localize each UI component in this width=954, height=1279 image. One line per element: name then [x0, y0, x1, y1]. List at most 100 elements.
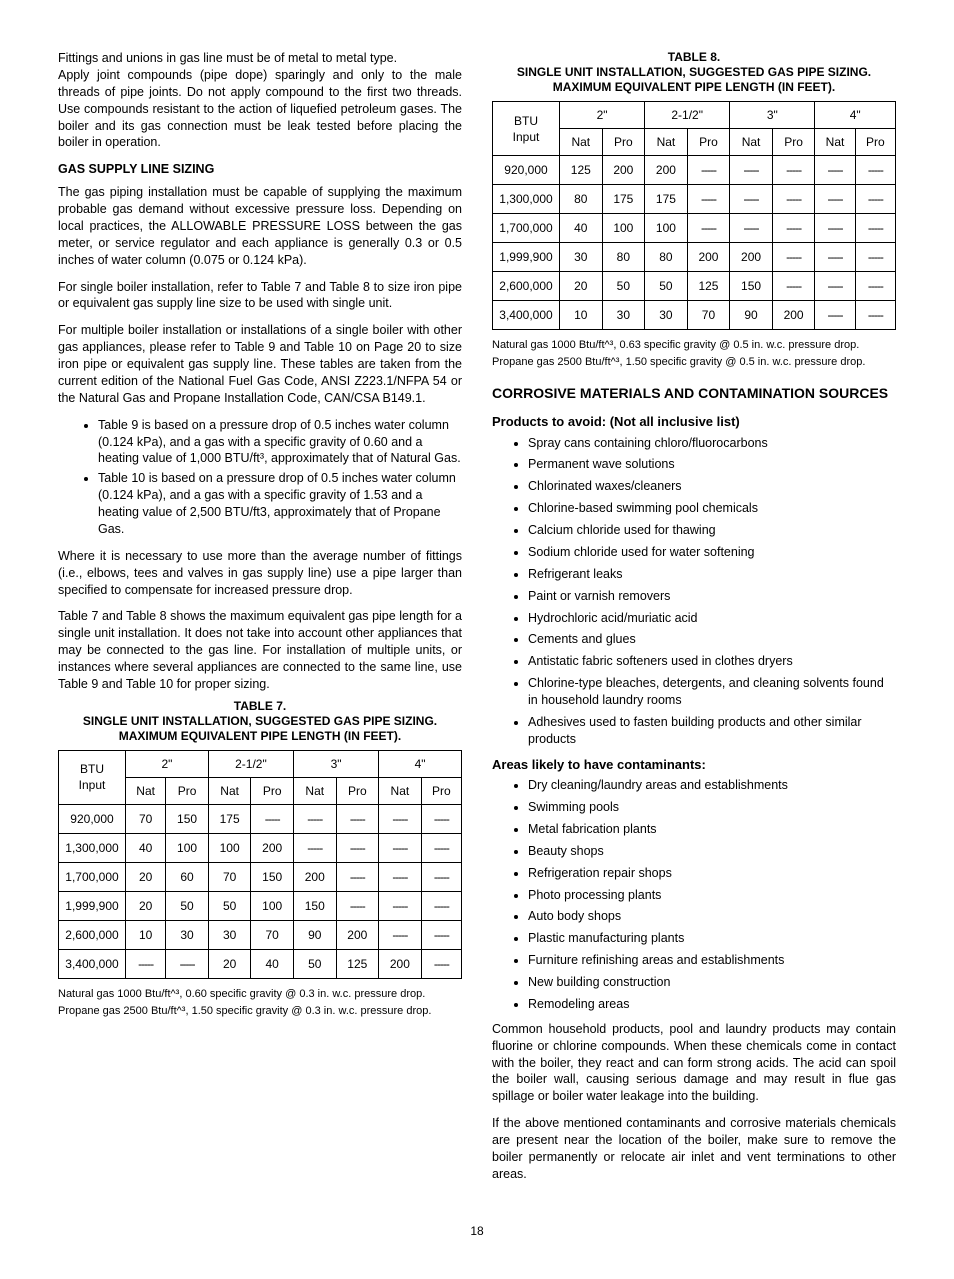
td-val: 125: [687, 272, 730, 301]
corrosive-heading: CORROSIVE MATERIALS AND CONTAMINATION SO…: [492, 384, 896, 403]
th-size: 3": [730, 102, 815, 129]
td-val: 80: [560, 185, 603, 214]
td-val: 200: [772, 301, 815, 330]
td-val: 80: [602, 243, 645, 272]
table7-caption: TABLE 7. SINGLE UNIT INSTALLATION, SUGGE…: [58, 699, 462, 744]
td-val: -----: [687, 214, 730, 243]
td-val: -----: [379, 921, 422, 950]
td-btu: 1,999,900: [59, 892, 126, 921]
td-val: 200: [379, 950, 422, 979]
th-nat: Nat: [379, 777, 422, 804]
avoid-item: Chlorine-based swimming pool chemicals: [528, 500, 896, 517]
td-val: -----: [815, 185, 855, 214]
th-nat: Nat: [815, 129, 855, 156]
th-pro: Pro: [602, 129, 645, 156]
td-val: -----: [772, 156, 815, 185]
td-val: 40: [251, 950, 294, 979]
td-val: 200: [251, 834, 294, 863]
intro-para-2: Apply joint compounds (pipe dope) sparin…: [58, 67, 462, 151]
th-size: 2-1/2": [645, 102, 730, 129]
td-val: -----: [421, 805, 461, 834]
td-val: -----: [126, 950, 166, 979]
td-val: 70: [208, 863, 251, 892]
td-val: 30: [602, 301, 645, 330]
th-pro: Pro: [855, 129, 895, 156]
th-nat: Nat: [293, 777, 336, 804]
td-val: -----: [336, 834, 379, 863]
page-columns: Fittings and unions in gas line must be …: [58, 50, 896, 1193]
td-val: 20: [126, 863, 166, 892]
th-size: 3": [293, 750, 378, 777]
avoid-item: Sodium chloride used for water softening: [528, 544, 896, 561]
td-val: -----: [421, 950, 461, 979]
th-pro: Pro: [336, 777, 379, 804]
gas-para-4: Where it is necessary to use more than t…: [58, 548, 462, 599]
td-val: -----: [815, 214, 855, 243]
td-val: 30: [560, 243, 603, 272]
avoid-item: Refrigerant leaks: [528, 566, 896, 583]
right-column: TABLE 8. SINGLE UNIT INSTALLATION, SUGGE…: [492, 50, 896, 1193]
table7: BTUInput2"2-1/2"3"4"NatProNatProNatProNa…: [58, 750, 462, 979]
th-size: 2": [126, 750, 209, 777]
th-btu: BTUInput: [59, 750, 126, 804]
td-btu: 1,300,000: [493, 185, 560, 214]
td-btu: 1,700,000: [59, 863, 126, 892]
avoid-item: Paint or varnish removers: [528, 588, 896, 605]
bullet-table10: Table 10 is based on a pressure drop of …: [98, 470, 462, 538]
td-val: -----: [855, 214, 895, 243]
td-val: -----: [855, 185, 895, 214]
td-val: -----: [855, 243, 895, 272]
td-val: 40: [560, 214, 603, 243]
table8: BTUInput2"2-1/2"3"4"NatProNatProNatProNa…: [492, 101, 896, 330]
td-val: 70: [126, 805, 166, 834]
area-item: Auto body shops: [528, 908, 896, 925]
td-val: -----: [687, 156, 730, 185]
td-val: 100: [208, 834, 251, 863]
area-item: Photo processing plants: [528, 887, 896, 904]
td-val: 50: [602, 272, 645, 301]
avoid-heading: Products to avoid: (Not all inclusive li…: [492, 413, 896, 431]
td-val: -----: [855, 156, 895, 185]
td-val: -----: [336, 892, 379, 921]
td-val: 150: [166, 805, 209, 834]
table8-note1: Natural gas 1000 Btu/ft^³, 0.63 specific…: [492, 338, 896, 353]
end-para-1: Common household products, pool and laun…: [492, 1021, 896, 1105]
th-nat: Nat: [560, 129, 603, 156]
td-val: 175: [645, 185, 688, 214]
th-pro: Pro: [687, 129, 730, 156]
th-nat: Nat: [126, 777, 166, 804]
td-val: 200: [602, 156, 645, 185]
gas-sizing-heading: GAS SUPPLY LINE SIZING: [58, 161, 462, 178]
td-val: 70: [687, 301, 730, 330]
gas-para-3: For multiple boiler installation or inst…: [58, 322, 462, 406]
avoid-item: Chlorine-type bleaches, detergents, and …: [528, 675, 896, 709]
td-val: 50: [166, 892, 209, 921]
td-val: -----: [730, 156, 773, 185]
td-val: 20: [560, 272, 603, 301]
table8-note2: Propane gas 2500 Btu/ft^³, 1.50 specific…: [492, 355, 896, 370]
table7-note1: Natural gas 1000 Btu/ft^³, 0.60 specific…: [58, 987, 462, 1002]
th-pro: Pro: [421, 777, 461, 804]
td-val: 50: [208, 892, 251, 921]
area-item: Swimming pools: [528, 799, 896, 816]
td-val: -----: [421, 863, 461, 892]
td-val: 30: [208, 921, 251, 950]
td-btu: 920,000: [493, 156, 560, 185]
td-val: 20: [126, 892, 166, 921]
area-item: Plastic manufacturing plants: [528, 930, 896, 947]
area-item: Furniture refinishing areas and establis…: [528, 952, 896, 969]
td-val: 80: [645, 243, 688, 272]
td-val: -----: [251, 805, 294, 834]
avoid-list: Spray cans containing chloro/fluorocarbo…: [492, 435, 896, 748]
avoid-item: Hydrochloric acid/muriatic acid: [528, 610, 896, 627]
avoid-item: Adhesives used to fasten building produc…: [528, 714, 896, 748]
td-btu: 1,300,000: [59, 834, 126, 863]
td-btu: 1,999,900: [493, 243, 560, 272]
td-val: 50: [293, 950, 336, 979]
td-val: -----: [379, 863, 422, 892]
td-val: -----: [336, 805, 379, 834]
td-val: 200: [293, 863, 336, 892]
th-size: 4": [815, 102, 896, 129]
th-btu: BTUInput: [493, 102, 560, 156]
td-val: -----: [855, 272, 895, 301]
